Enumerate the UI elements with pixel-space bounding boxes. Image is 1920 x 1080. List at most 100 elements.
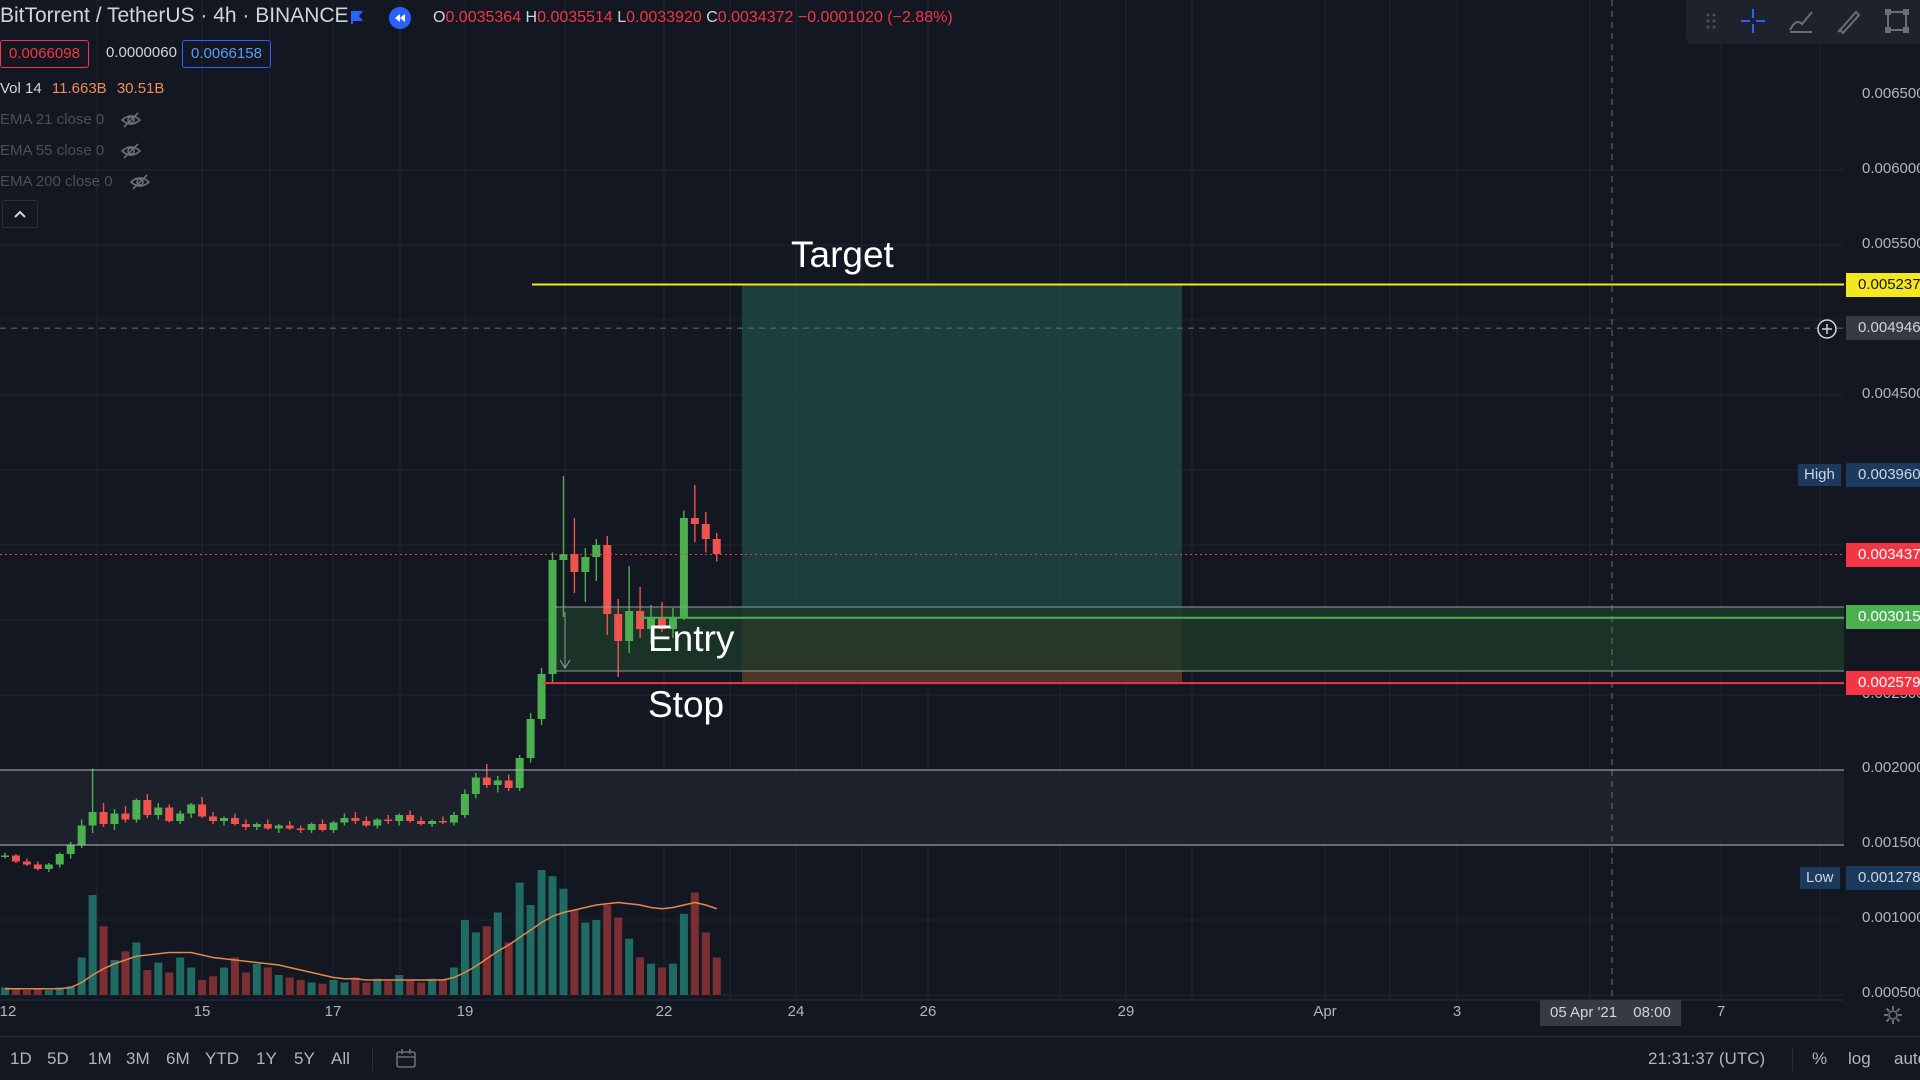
candle-body bbox=[712, 539, 721, 554]
candle-body bbox=[614, 614, 623, 641]
range-ytd-button[interactable]: YTD bbox=[205, 1049, 239, 1068]
candle-body bbox=[384, 819, 393, 821]
candle-body bbox=[362, 821, 371, 826]
ema55-legend[interactable]: EMA 55 close 0 bbox=[0, 142, 142, 159]
range-6m-button[interactable]: 6M bbox=[166, 1049, 190, 1068]
range-3m-button[interactable]: 3M bbox=[126, 1049, 150, 1068]
candle-body bbox=[406, 815, 415, 821]
entry-price-tag[interactable]: 0.003015 bbox=[1846, 605, 1920, 629]
ema200-legend[interactable]: EMA 200 close 0 bbox=[0, 173, 151, 190]
volume-bar bbox=[241, 972, 250, 995]
range-1m-button[interactable]: 1M bbox=[88, 1049, 112, 1068]
price-chart[interactable] bbox=[0, 0, 1844, 1016]
symbol-title[interactable]: BitTorrent / TetherUS · 4h · BINANCE bbox=[0, 4, 349, 27]
time-tick: 7 bbox=[1716, 1003, 1726, 1020]
hidden-eye-icon[interactable] bbox=[129, 174, 151, 190]
entry-band bbox=[555, 607, 1844, 671]
hidden-eye-icon[interactable] bbox=[120, 112, 142, 128]
candle-body bbox=[263, 824, 272, 829]
date-range-icon[interactable] bbox=[394, 1048, 418, 1070]
target-price-tag[interactable]: 0.005237 bbox=[1846, 273, 1920, 297]
candle-body bbox=[285, 825, 294, 829]
hidden-eye-icon[interactable] bbox=[120, 143, 142, 159]
stop-annotation[interactable]: Stop bbox=[648, 684, 725, 725]
profit-zone bbox=[742, 284, 1182, 618]
stop-price-tag[interactable]: 0.002579 bbox=[1846, 671, 1920, 695]
time-tick: 15 bbox=[193, 1003, 211, 1020]
candle-body bbox=[121, 813, 130, 820]
range-1y-button[interactable]: 1Y bbox=[256, 1049, 277, 1068]
candle-body bbox=[22, 861, 31, 865]
range-all-button[interactable]: All bbox=[331, 1049, 350, 1068]
candle-body bbox=[77, 825, 86, 845]
candle-body bbox=[701, 524, 710, 539]
ema55-label: EMA 55 close 0 bbox=[0, 142, 105, 159]
sell-price-button[interactable]: 0.0066098 bbox=[0, 40, 89, 68]
rectangle-icon[interactable] bbox=[1882, 6, 1912, 36]
volume-bar bbox=[154, 962, 163, 995]
time-tick: 12 bbox=[0, 1003, 17, 1020]
drag-handle-icon[interactable] bbox=[1696, 6, 1726, 36]
range-5y-button[interactable]: 5Y bbox=[294, 1049, 315, 1068]
volume-bar bbox=[493, 912, 502, 995]
volume-bar bbox=[712, 957, 721, 995]
last-price-tag: 0.003437 bbox=[1846, 543, 1920, 567]
candle-body bbox=[460, 794, 469, 815]
candle-body bbox=[526, 719, 535, 758]
volume-bar bbox=[471, 932, 480, 995]
bottom-toolbar: 1D 5D 1M 3M 6M YTD 1Y 5Y All 21:31:37 (U… bbox=[0, 1036, 1920, 1080]
volume-bar bbox=[132, 942, 141, 995]
brush-icon[interactable] bbox=[1834, 6, 1864, 36]
utc-clock[interactable]: 21:31:37 (UTC) bbox=[1648, 1049, 1766, 1068]
log-toggle[interactable]: log bbox=[1848, 1049, 1871, 1068]
volume-bar bbox=[55, 987, 64, 995]
candle-body bbox=[417, 821, 426, 824]
volume-bar bbox=[647, 963, 656, 995]
candle-body bbox=[471, 777, 480, 794]
flag-icon[interactable] bbox=[350, 10, 364, 24]
level-lines bbox=[0, 0, 1844, 1000]
target-annotation[interactable]: Target bbox=[791, 234, 894, 275]
volume-bar bbox=[143, 970, 152, 995]
add-alert-icon[interactable] bbox=[1816, 318, 1838, 340]
volume-bar bbox=[526, 905, 535, 995]
volume-bar bbox=[252, 963, 261, 995]
crosshair-price-tag: 0.004946 bbox=[1846, 316, 1920, 340]
price-tick: 0.004500 bbox=[1862, 385, 1920, 402]
candle-body bbox=[603, 545, 612, 614]
candle-body bbox=[220, 818, 228, 821]
low-price-tag: 0.001278 bbox=[1846, 866, 1920, 890]
collapse-legend-button[interactable] bbox=[2, 200, 38, 228]
candle-body bbox=[504, 780, 513, 788]
volume-value-2: 30.51B bbox=[116, 80, 165, 97]
replay-icon[interactable] bbox=[389, 7, 411, 29]
range-5d-button[interactable]: 5D bbox=[47, 1049, 69, 1068]
candle-body bbox=[154, 807, 163, 815]
volume-bar bbox=[384, 981, 393, 995]
trend-line-icon[interactable] bbox=[1786, 6, 1816, 36]
chevron-up-icon bbox=[14, 210, 26, 218]
ema21-legend[interactable]: EMA 21 close 0 bbox=[0, 111, 142, 128]
percent-toggle[interactable]: % bbox=[1812, 1049, 1828, 1068]
volume-bar bbox=[165, 972, 174, 995]
range-1d-button[interactable]: 1D bbox=[10, 1049, 32, 1068]
auto-toggle[interactable]: auto bbox=[1894, 1049, 1920, 1068]
gear-icon[interactable] bbox=[1882, 1004, 1904, 1026]
volume-bar bbox=[559, 888, 568, 995]
crosshair-icon[interactable] bbox=[1738, 6, 1768, 36]
volume-bar bbox=[428, 978, 437, 995]
candle-body bbox=[318, 824, 327, 830]
candle-body bbox=[198, 804, 207, 817]
buy-price-button[interactable]: 0.0066158 bbox=[182, 40, 271, 68]
high-value: 0.0035514 bbox=[537, 9, 613, 26]
volume-bar bbox=[570, 910, 579, 995]
entry-annotation[interactable]: Entry bbox=[648, 618, 735, 659]
open-value: 0.0035364 bbox=[445, 9, 522, 26]
measure-arrow bbox=[559, 659, 571, 669]
price-axis[interactable] bbox=[1844, 0, 1920, 1016]
volume-bar bbox=[329, 980, 338, 995]
volume-bar bbox=[548, 876, 557, 995]
volume-legend[interactable]: Vol 14 11.663B 30.51B bbox=[0, 80, 164, 97]
open-key: O bbox=[433, 9, 446, 26]
candle-body bbox=[329, 822, 338, 830]
